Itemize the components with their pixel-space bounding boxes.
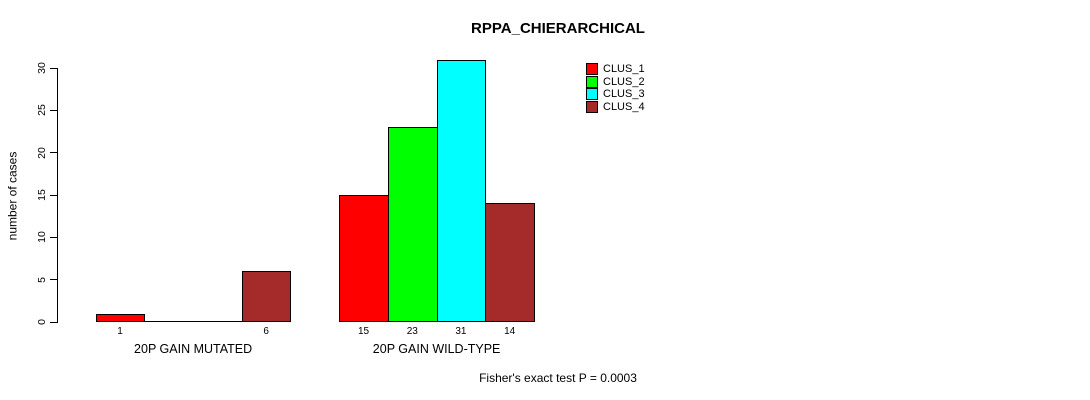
legend-label: CLUS_3 <box>603 88 645 101</box>
y-tick-label: 25 <box>36 104 48 117</box>
y-tick <box>50 279 57 281</box>
bar-clus_1 <box>339 195 389 322</box>
y-axis-label: number of cases <box>5 151 20 241</box>
bar-clus_1 <box>95 313 146 322</box>
chart-title: RPPA_CHIERARCHICAL <box>471 20 645 37</box>
bar-value-label: 14 <box>504 326 516 337</box>
legend-swatch <box>586 101 598 114</box>
legend-swatch <box>586 75 598 88</box>
y-tick <box>50 321 57 323</box>
y-tick-label: 5 <box>36 276 48 283</box>
y-tick-label: 30 <box>36 62 48 74</box>
group-label: 20P GAIN WILD-TYPE <box>372 342 501 356</box>
bar-value-label: 23 <box>406 326 418 337</box>
bar-clus_2 <box>387 127 438 322</box>
y-axis-line <box>57 68 58 323</box>
fisher-test-annotation: Fisher's exact test P = 0.0003 <box>479 371 637 385</box>
bar-value-label: 15 <box>357 326 370 337</box>
group-label: 20P GAIN MUTATED <box>134 342 253 356</box>
bar-clus_4 <box>485 203 535 322</box>
legend-label: CLUS_4 <box>603 101 645 114</box>
y-tick-label: 15 <box>36 189 48 201</box>
bar-value-label: 1 <box>117 326 123 337</box>
y-tick <box>50 109 57 111</box>
y-tick <box>50 152 57 154</box>
legend-label: CLUS_2 <box>603 75 645 88</box>
bar-value-label: 31 <box>455 326 467 337</box>
y-tick <box>50 194 57 196</box>
y-tick-label: 10 <box>36 231 48 244</box>
bar-value-label: 6 <box>263 326 269 337</box>
zero-bar-line <box>193 321 243 322</box>
legend-label: CLUS_1 <box>603 63 645 75</box>
y-tick <box>50 236 57 238</box>
y-tick <box>50 67 57 69</box>
bar-clus_4 <box>241 271 292 322</box>
legend-swatch <box>586 63 598 75</box>
zero-bar-line <box>144 321 195 322</box>
bar-clus_3 <box>436 59 487 322</box>
y-tick-label: 0 <box>36 319 48 325</box>
legend-swatch <box>586 88 598 101</box>
y-tick-label: 20 <box>36 146 48 159</box>
